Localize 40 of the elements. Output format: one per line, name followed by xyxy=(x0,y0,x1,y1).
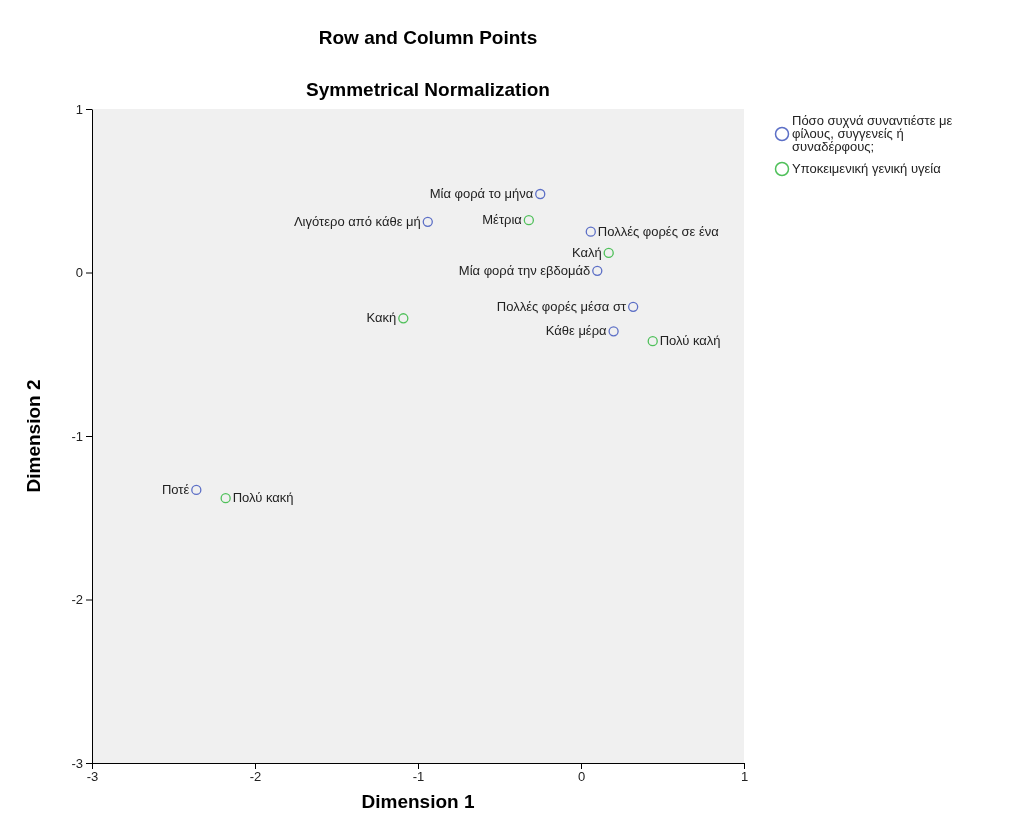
point xyxy=(398,313,409,324)
chart-subtitle: Symmetrical Normalization xyxy=(306,79,550,100)
y-tick-label: 0 xyxy=(75,265,83,281)
legend-label: Υποκειμενική γενική υγεία xyxy=(792,161,942,176)
x-tick-label: -2 xyxy=(249,769,262,785)
point xyxy=(585,226,596,237)
x-tick-label: 1 xyxy=(740,769,749,785)
y-tick-label: -1 xyxy=(71,428,83,444)
data-label: Μία φορά την εβδομάδ xyxy=(458,262,591,278)
point xyxy=(535,188,546,200)
point xyxy=(628,301,639,312)
data-label: Πολύ κακή xyxy=(232,490,294,506)
x-tick-label: -1 xyxy=(412,769,425,785)
y-tick-label: -3 xyxy=(71,755,83,771)
point xyxy=(592,265,603,277)
data-label: Μέτρια xyxy=(482,212,523,228)
data-label: Πολλές φορές μέσα στ xyxy=(496,298,628,314)
data-label: Μία φορά το μήνα xyxy=(429,186,534,202)
point xyxy=(603,247,614,259)
data-label: Πολλές φορές σε ένα xyxy=(597,223,720,239)
point xyxy=(647,336,658,347)
point xyxy=(220,492,231,504)
data-label: Πολύ καλή xyxy=(659,333,721,349)
data-label: Λιγότερο από κάθε μή xyxy=(293,213,421,229)
x-tick-label: -3 xyxy=(86,769,99,785)
data-label: Κακή xyxy=(366,310,397,326)
data-label: Κάθε μέρα xyxy=(545,323,608,339)
x-axis-title: Dimension 1 xyxy=(361,791,475,812)
y-axis-title: Dimension 2 xyxy=(23,379,44,493)
x-tick-label: 0 xyxy=(577,769,586,785)
legend-label: Πόσο συχνά συναντιέστε με φίλους, συγγενείς ή συναδέρφους; xyxy=(792,113,953,154)
point xyxy=(608,326,619,337)
point xyxy=(422,216,433,227)
y-tick-label: -2 xyxy=(71,592,83,608)
y-tick-label: 1 xyxy=(75,101,83,117)
point xyxy=(191,484,202,496)
chart-title: Row and Column Points xyxy=(318,27,538,48)
point xyxy=(523,215,534,226)
data-label: Ποτέ xyxy=(161,481,190,497)
data-label: Καλή xyxy=(571,244,602,260)
